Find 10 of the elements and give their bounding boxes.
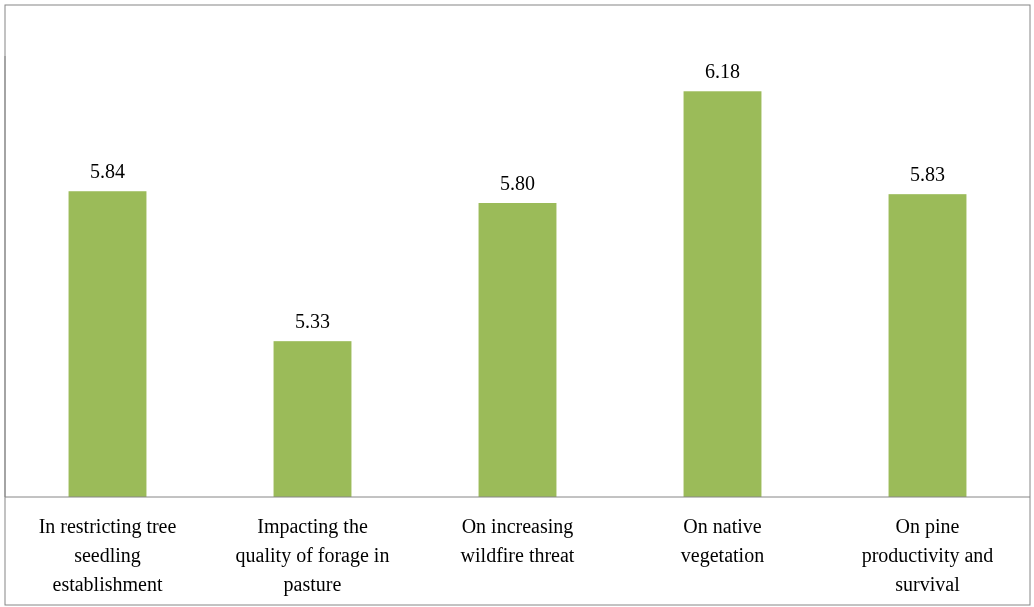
data-label: 5.33 bbox=[295, 310, 330, 333]
data-label: 5.80 bbox=[500, 172, 535, 194]
data-label: 5.83 bbox=[910, 163, 945, 186]
x-tick-label: Impacting the quality of forage in pasture bbox=[235, 515, 390, 596]
x-tick-label: On native vegetation bbox=[680, 515, 765, 567]
data-label: 6.18 bbox=[705, 60, 740, 83]
x-tick-label: In restricting tree seedling establishment bbox=[38, 515, 177, 595]
x-tick-label: On pine productivity and survival bbox=[861, 515, 994, 595]
data-label: 5.84 bbox=[90, 160, 125, 183]
x-tick-label: On increasing wildfire threat bbox=[460, 515, 575, 566]
